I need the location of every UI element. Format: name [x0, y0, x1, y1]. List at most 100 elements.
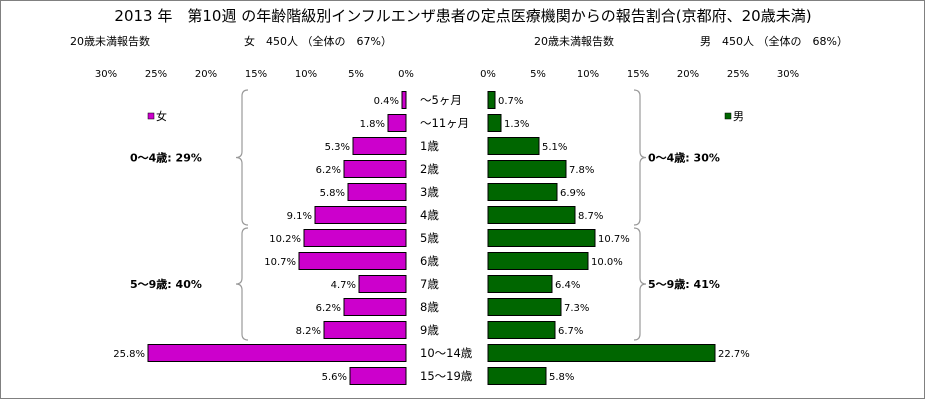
- male-value-label: 8.7%: [578, 211, 603, 222]
- male-bar: [487, 137, 540, 155]
- female-bar: [314, 206, 407, 224]
- left-tick-label: 5%: [348, 69, 364, 80]
- right-axis-ticks: 0% 5% 10% 15% 20% 25% 30%: [480, 69, 799, 80]
- left-tick-label: 20%: [195, 69, 217, 80]
- female-bar: [343, 160, 407, 178]
- female-value-label: 10.2%: [269, 234, 301, 245]
- male-value-label: 6.7%: [558, 326, 583, 337]
- male-bar: [487, 206, 576, 224]
- category-label: 2歳: [420, 162, 439, 176]
- category-label: 1歳: [420, 139, 439, 153]
- category-label: 3歳: [420, 185, 439, 199]
- male-bar: [487, 160, 567, 178]
- female-bar: [387, 114, 407, 132]
- left-tick-label: 25%: [145, 69, 167, 80]
- male-value-label: 6.9%: [560, 188, 585, 199]
- left-tick-label: 10%: [295, 69, 317, 80]
- male-value-label: 1.3%: [504, 119, 529, 130]
- female-value-label: 6.2%: [316, 165, 341, 176]
- category-label: 15～19歳: [420, 369, 473, 383]
- female-value-label: 10.7%: [264, 257, 296, 268]
- right-tick-label: 25%: [727, 69, 749, 80]
- male-value-label: 10.0%: [591, 257, 623, 268]
- right-tick-label: 0%: [480, 69, 496, 80]
- female-value-label: 4.7%: [331, 280, 356, 291]
- male-bar: [487, 183, 558, 201]
- category-label: 8歳: [420, 300, 439, 314]
- female-bar: [358, 275, 407, 293]
- category-label: ～5ヶ月: [420, 93, 462, 107]
- left-header-summary: 女 450人 （全体の 67%）: [244, 34, 392, 48]
- female-bar: [323, 321, 407, 339]
- right-header-label: 20歳未満報告数: [534, 35, 614, 48]
- group-braces: [235, 89, 647, 341]
- category-labels: ～5ヶ月 ～11ヶ月 1歳 2歳 3歳 4歳 5歳 6歳 7歳 8歳 9歳 10～14歳 15～19歳: [420, 93, 473, 383]
- legend-male-label: 男: [733, 110, 744, 123]
- male-value-label: 6.4%: [555, 280, 580, 291]
- category-label: 10～14歳: [420, 346, 473, 360]
- female-value-label: 6.2%: [316, 303, 341, 314]
- legend-female-swatch: [147, 112, 155, 120]
- right-header-summary: 男 450人 （全体の 68%）: [700, 34, 848, 48]
- chart-title: 2013 年 第10週 の年齢階級別インフルエンザ患者の定点医療機関からの報告割…: [114, 7, 811, 25]
- category-label: 4歳: [420, 208, 439, 222]
- male-value-label: 5.1%: [542, 142, 567, 153]
- male-value-label: 5.8%: [549, 372, 574, 383]
- category-label: 7歳: [420, 277, 439, 291]
- left-tick-label: 15%: [245, 69, 267, 80]
- female-value-label: 5.6%: [322, 372, 347, 383]
- male-value-label: 10.7%: [598, 234, 630, 245]
- left-group-label: 5～9歳: 40%: [130, 277, 202, 291]
- left-tick-label: 30%: [95, 69, 117, 80]
- female-value-label: 25.8%: [113, 349, 145, 360]
- female-value-label: 8.2%: [296, 326, 321, 337]
- left-group-label: 0～4歳: 29%: [130, 151, 202, 165]
- male-bar: [487, 275, 553, 293]
- female-value-label: 1.8%: [360, 119, 385, 130]
- female-value-label: 5.3%: [325, 142, 350, 153]
- category-label: ～11ヶ月: [420, 116, 469, 130]
- male-value-label: 0.7%: [498, 96, 523, 107]
- male-bar: [487, 344, 716, 362]
- female-bar: [352, 137, 407, 155]
- right-tick-label: 5%: [530, 69, 546, 80]
- female-bar: [349, 367, 407, 385]
- left-header-label: 20歳未満報告数: [70, 35, 150, 48]
- male-bar: [487, 321, 556, 339]
- female-bar: [401, 91, 407, 109]
- category-label: 5歳: [420, 231, 439, 245]
- male-bars: 0.7% 1.3% 5.1% 7.8% 6.9% 8.7% 10.7% 10.0% 6.4% 7.…: [487, 91, 750, 385]
- male-bar: [487, 252, 589, 270]
- female-value-label: 9.1%: [287, 211, 312, 222]
- group-brace: [633, 227, 647, 341]
- male-value-label: 7.8%: [569, 165, 594, 176]
- male-bar: [487, 91, 496, 109]
- male-bar: [487, 298, 562, 316]
- left-tick-label: 0%: [398, 69, 414, 80]
- group-brace: [235, 89, 249, 226]
- group-annotations: 0～4歳: 29% 5～9歳: 40% 0～4歳: 30% 5～9歳: 41%: [130, 151, 720, 292]
- male-value-label: 22.7%: [718, 349, 750, 360]
- male-value-label: 7.3%: [564, 303, 589, 314]
- right-group-label: 0～4歳: 30%: [648, 151, 720, 165]
- right-group-label: 5～9歳: 41%: [648, 277, 720, 291]
- female-value-label: 0.4%: [374, 96, 399, 107]
- female-value-label: 5.8%: [320, 188, 345, 199]
- female-bar: [298, 252, 407, 270]
- female-bar: [303, 229, 407, 247]
- legend: 女男: [147, 109, 744, 123]
- female-bar: [147, 344, 407, 362]
- group-brace: [235, 227, 249, 341]
- male-bar: [487, 367, 547, 385]
- right-tick-label: 30%: [777, 69, 799, 80]
- legend-female-label: 女: [156, 109, 167, 123]
- right-tick-label: 10%: [577, 69, 599, 80]
- female-bar: [343, 298, 407, 316]
- right-tick-label: 20%: [677, 69, 699, 80]
- male-bar: [487, 114, 502, 132]
- category-label: 9歳: [420, 323, 439, 337]
- left-axis-ticks: 0% 5% 10% 15% 20% 25% 30%: [95, 69, 414, 80]
